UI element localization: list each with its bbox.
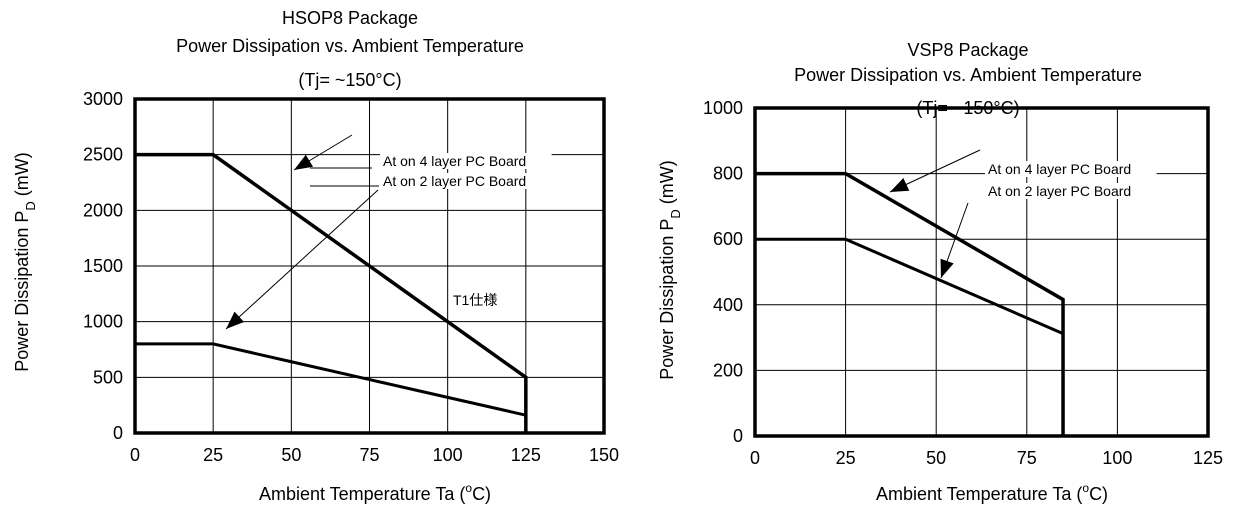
series-line-4-layer xyxy=(135,152,528,433)
x-tick-label: 25 xyxy=(203,445,223,465)
x-tick-label: 100 xyxy=(433,445,463,465)
vsp8-chart: VSP8 Package Power Dissipation vs. Ambien… xyxy=(657,40,1223,504)
x-tick-label: 75 xyxy=(1017,448,1037,468)
x-tick-label: 0 xyxy=(130,445,140,465)
y-tick-label: 200 xyxy=(713,360,743,380)
chart-subtitle: Power Dissipation vs. Ambient Temperatur… xyxy=(176,36,524,56)
chart-title: VSP8 Package xyxy=(907,40,1028,60)
annotation-label: At on 4 layer PC Board xyxy=(988,161,1131,177)
series-line-2-layer xyxy=(135,342,527,417)
chart-title: HSOP8 Package xyxy=(282,8,418,28)
x-tick-label: 100 xyxy=(1102,448,1132,468)
annotation-label: T1仕様 xyxy=(453,292,497,308)
y-tick-label: 500 xyxy=(93,367,123,387)
x-axis-label: Ambient Temperature Ta (oC) xyxy=(876,481,1108,504)
y-tick-label: 1000 xyxy=(83,312,123,332)
annotation-bg xyxy=(985,161,1157,177)
x-tick-label: 75 xyxy=(359,445,379,465)
annotation-bg xyxy=(380,153,552,169)
arrow-head xyxy=(940,258,954,278)
y-tick-label: 2000 xyxy=(83,200,123,220)
y-tick-label: 3000 xyxy=(83,89,123,109)
y-axis-label: Power Dissipation PD (mW) xyxy=(657,160,683,379)
arrow-head xyxy=(890,178,910,192)
chart-condition: (Tj= ~150°C) xyxy=(298,70,401,90)
arrow-head xyxy=(226,311,245,329)
x-tick-label: 25 xyxy=(836,448,856,468)
y-axis-label: Power Dissipation PD (mW) xyxy=(12,152,38,371)
y-tick-label: 1500 xyxy=(83,256,123,276)
x-tick-label: 50 xyxy=(926,448,946,468)
plot-frame xyxy=(753,106,1210,438)
annotation-label: At on 2 layer PC Board xyxy=(383,173,526,189)
arrow-head xyxy=(294,154,314,170)
chart-subtitle: Power Dissipation vs. Ambient Temperatur… xyxy=(794,65,1142,85)
x-tick-label: 125 xyxy=(1193,448,1223,468)
y-tick-label: 0 xyxy=(113,423,123,443)
annotation-label: At on 4 layer PC Board xyxy=(383,153,526,169)
y-tick-label: 800 xyxy=(713,164,743,184)
y-tick-label: 1000 xyxy=(703,98,743,118)
x-tick-label: 150 xyxy=(589,445,619,465)
annotation-bg xyxy=(380,173,552,189)
y-tick-label: 2500 xyxy=(83,145,123,165)
x-tick-label: 50 xyxy=(281,445,301,465)
hsop8-chart: HSOP8 Package Power Dissipation vs. Ambie… xyxy=(12,8,619,504)
x-axis-label: Ambient Temperature Ta (oC) xyxy=(259,481,491,504)
arrow-line xyxy=(225,189,379,330)
annotation-bg xyxy=(450,292,484,308)
y-tick-label: 600 xyxy=(713,229,743,249)
y-tick-label: 0 xyxy=(733,426,743,446)
y-tick-label: 400 xyxy=(713,295,743,315)
x-tick-label: 0 xyxy=(750,448,760,468)
annotation-label: At on 2 layer PC Board xyxy=(988,183,1131,199)
x-tick-label: 125 xyxy=(511,445,541,465)
series-line-4-layer xyxy=(755,171,1065,436)
series-line-2-layer xyxy=(755,237,1064,336)
plot-frame xyxy=(133,97,606,435)
annotation-bg xyxy=(985,183,1157,199)
